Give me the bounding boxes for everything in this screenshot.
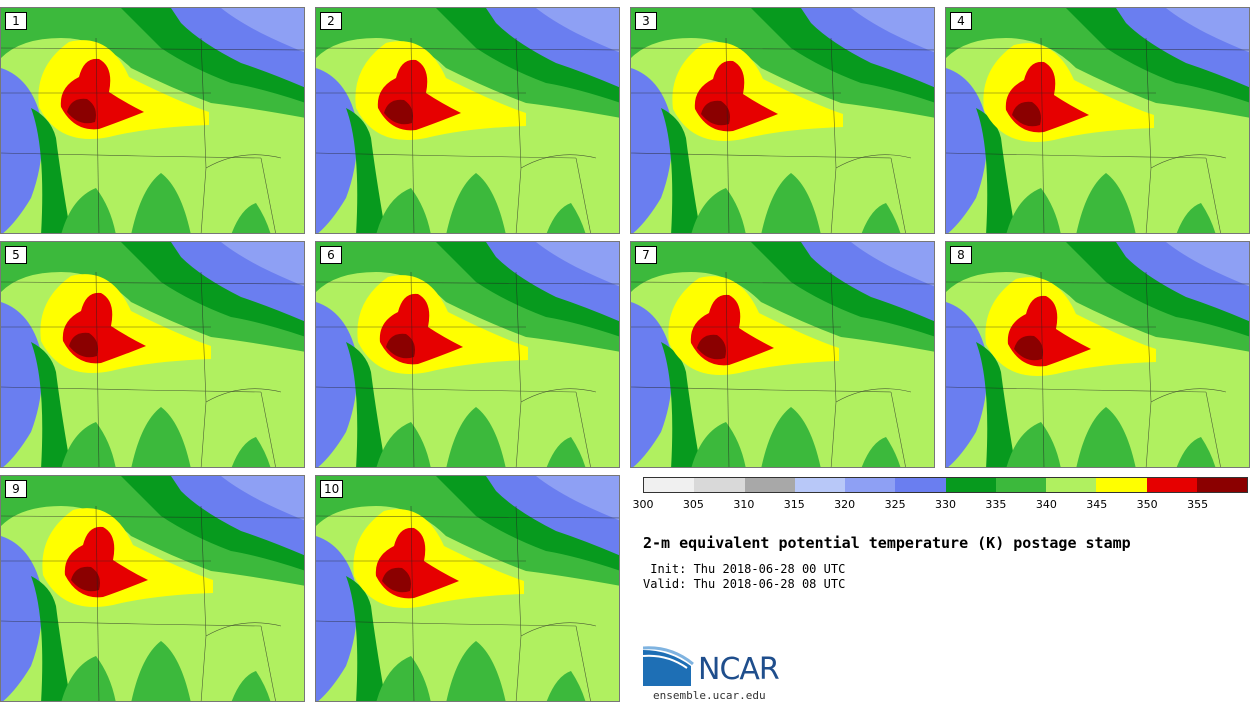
- member-label: 2: [320, 12, 342, 30]
- member-label: 8: [950, 246, 972, 264]
- member-panel-8: 8: [945, 241, 1250, 468]
- colorbar-segment: [945, 478, 996, 492]
- colorbar-tick: 320: [834, 498, 856, 511]
- theta-e-map: [1, 8, 304, 233]
- member-label: 7: [635, 246, 657, 264]
- colorbar-segment: [1046, 478, 1097, 492]
- member-label: 1: [5, 12, 27, 30]
- init-time: Init: Thu 2018-06-28 00 UTC: [643, 562, 846, 576]
- colorbar-tick: 315: [783, 498, 805, 511]
- colorbar: [643, 477, 1248, 493]
- valid-time: Valid: Thu 2018-06-28 08 UTC: [643, 577, 846, 591]
- colorbar-tick: 345: [1086, 498, 1108, 511]
- ncar-logo: NCAR: [642, 646, 793, 690]
- member-panel-6: 6: [315, 241, 620, 468]
- colorbar-segment: [644, 478, 695, 492]
- colorbar-tick: 325: [884, 498, 906, 511]
- member-panel-7: 7: [630, 241, 935, 468]
- site-url: ensemble.ucar.edu: [653, 689, 766, 702]
- member-panel-4: 4: [945, 7, 1250, 234]
- colorbar-tick: 355: [1187, 498, 1209, 511]
- colorbar-segment: [744, 478, 795, 492]
- member-panel-9: 9: [0, 475, 305, 702]
- theta-e-map: [946, 242, 1249, 467]
- colorbar-tick: 305: [682, 498, 704, 511]
- colorbar-segment: [1196, 478, 1247, 492]
- colorbar-segment: [1096, 478, 1147, 492]
- member-label: 4: [950, 12, 972, 30]
- member-panel-1: 1: [0, 7, 305, 234]
- member-panel-10: 10: [315, 475, 620, 702]
- colorbar-segment: [995, 478, 1046, 492]
- colorbar-segment: [694, 478, 745, 492]
- colorbar-segment: [1146, 478, 1197, 492]
- theta-e-map: [1, 242, 304, 467]
- theta-e-map: [946, 8, 1249, 233]
- colorbar-segment: [895, 478, 946, 492]
- colorbar-tick: 310: [733, 498, 755, 511]
- theta-e-map: [316, 242, 619, 467]
- colorbar-segment: [845, 478, 896, 492]
- theta-e-map: [631, 242, 934, 467]
- member-label: 3: [635, 12, 657, 30]
- theta-e-map: [316, 476, 619, 701]
- theta-e-map: [316, 8, 619, 233]
- theta-e-map: [1, 476, 304, 701]
- ncar-logo-text: NCAR: [698, 652, 780, 687]
- member-label: 5: [5, 246, 27, 264]
- colorbar-segment: [794, 478, 845, 492]
- member-panel-2: 2: [315, 7, 620, 234]
- ncar-swoosh-icon: [642, 646, 694, 686]
- member-panel-5: 5: [0, 241, 305, 468]
- member-label: 9: [5, 480, 27, 498]
- member-label: 6: [320, 246, 342, 264]
- colorbar-tick: 300: [632, 498, 654, 511]
- theta-e-map: [631, 8, 934, 233]
- colorbar-tick: 350: [1136, 498, 1158, 511]
- colorbar-tick: 340: [1035, 498, 1057, 511]
- member-panel-3: 3: [630, 7, 935, 234]
- chart-title: 2-m equivalent potential temperature (K)…: [643, 534, 1131, 552]
- colorbar-tick: 330: [935, 498, 956, 511]
- colorbar-tick: 335: [985, 498, 1007, 511]
- member-label: 10: [320, 480, 344, 498]
